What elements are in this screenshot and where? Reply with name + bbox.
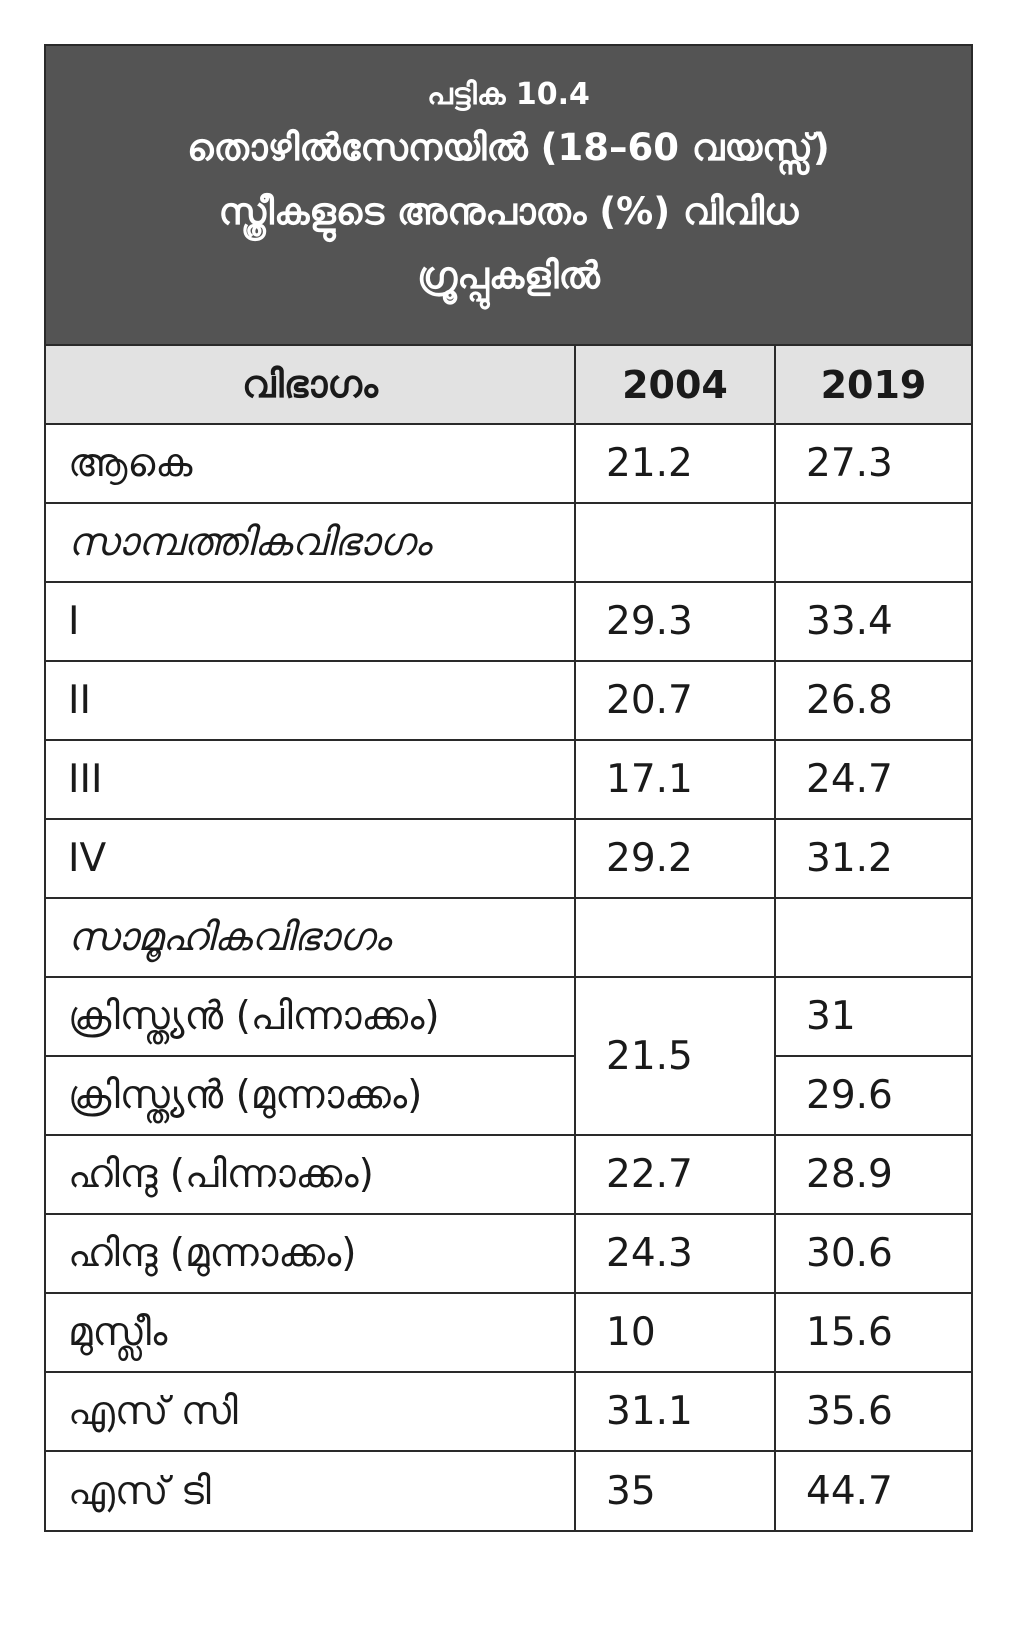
value-2019: 15.6 [774, 1292, 971, 1373]
value-2004: 31.1 [574, 1371, 776, 1452]
value-2004: 24.3 [574, 1213, 776, 1294]
table-title-line-3: ഗ്രൂപ്പുകളിൽ [417, 254, 600, 297]
data-table-frame: പട്ടിക 10.4 തൊഴിൽസേനയിൽ (18–60 വയസ്സ്) സ… [44, 44, 973, 1532]
table-header-row: വിഭാഗം 2004 2019 [46, 346, 971, 425]
section-label: സാമൂഹികവിഭാഗം [46, 897, 576, 978]
row-label: ക്രിസ്ത്യൻ (മുന്നാക്കം) [46, 1055, 576, 1136]
row-label: I [46, 581, 576, 662]
table-number: പട്ടിക 10.4 [427, 77, 590, 112]
value-2004: 35 [574, 1450, 776, 1530]
value-2004 [574, 502, 776, 583]
table-title-block: പട്ടിക 10.4 തൊഴിൽസേനയിൽ (18–60 വയസ്സ്) സ… [46, 46, 971, 346]
table-row: ആകെ 21.2 27.3 [46, 423, 971, 504]
table-row: I 29.3 33.4 [46, 581, 971, 662]
value-2019: 26.8 [774, 660, 971, 741]
table-section-row: സാമ്പത്തികവിഭാഗം [46, 502, 971, 583]
table-title-line-1: തൊഴിൽസേനയിൽ (18–60 വയസ്സ്) [187, 126, 830, 169]
value-2019: 30.6 [774, 1213, 971, 1294]
row-label: IV [46, 818, 576, 899]
value-2019: 28.9 [774, 1134, 971, 1215]
row-label: III [46, 739, 576, 820]
row-label: ഹിന്ദു (പിന്നാക്കം) [46, 1134, 576, 1215]
row-label: എസ് ടി [46, 1450, 576, 1530]
table-title-line-2: സ്ത്രീകളുടെ അനുപാതം (%) വിവിധ [218, 190, 799, 233]
value-2019: 27.3 [774, 423, 971, 504]
column-header-2019: 2019 [774, 346, 971, 425]
value-2004 [574, 897, 776, 978]
value-2019 [774, 897, 971, 978]
row-label: ഹിന്ദു (മുന്നാക്കം) [46, 1213, 576, 1294]
table-row: II 20.7 26.8 [46, 660, 971, 741]
value-2019 [774, 502, 971, 583]
column-header-category: വിഭാഗം [46, 346, 576, 425]
section-label: സാമ്പത്തികവിഭാഗം [46, 502, 576, 583]
row-label: II [46, 660, 576, 741]
table-row: ക്രിസ്ത്യൻ (മുന്നാക്കം) 29.6 [46, 1055, 971, 1136]
value-2019: 44.7 [774, 1450, 971, 1530]
column-header-2004: 2004 [574, 346, 776, 425]
value-2019: 31.2 [774, 818, 971, 899]
value-2004: 10 [574, 1292, 776, 1373]
value-2019: 35.6 [774, 1371, 971, 1452]
table-row: ഹിന്ദു (മുന്നാക്കം) 24.3 30.6 [46, 1213, 971, 1294]
table-row: IV 29.2 31.2 [46, 818, 971, 899]
row-label: മുസ്ലീം [46, 1292, 576, 1373]
table-row: എസ് സി 31.1 35.6 [46, 1371, 971, 1452]
value-2004: 17.1 [574, 739, 776, 820]
value-2004-merged: 21.5 [574, 976, 776, 1136]
value-2019: 29.6 [774, 1055, 971, 1136]
value-2004: 29.2 [574, 818, 776, 899]
data-table: വിഭാഗം 2004 2019 ആകെ 21.2 27.3 സാമ്പത്തി… [46, 346, 971, 1530]
value-2004: 21.2 [574, 423, 776, 504]
value-2019: 33.4 [774, 581, 971, 662]
value-2019: 24.7 [774, 739, 971, 820]
table-section-row: സാമൂഹികവിഭാഗം [46, 897, 971, 978]
table-row: III 17.1 24.7 [46, 739, 971, 820]
table-row: ഹിന്ദു (പിന്നാക്കം) 22.7 28.9 [46, 1134, 971, 1215]
table-row: മുസ്ലീം 10 15.6 [46, 1292, 971, 1373]
row-label: ആകെ [46, 423, 576, 504]
value-2004: 20.7 [574, 660, 776, 741]
table-row: ക്രിസ്ത്യൻ (പിന്നാക്കം) 21.5 31 [46, 976, 971, 1136]
row-label: എസ് സി [46, 1371, 576, 1452]
value-2019: 31 [774, 976, 971, 1057]
value-2004: 22.7 [574, 1134, 776, 1215]
value-2004: 29.3 [574, 581, 776, 662]
row-label: ക്രിസ്ത്യൻ (പിന്നാക്കം) [46, 976, 576, 1057]
table-row: എസ് ടി 35 44.7 [46, 1450, 971, 1530]
